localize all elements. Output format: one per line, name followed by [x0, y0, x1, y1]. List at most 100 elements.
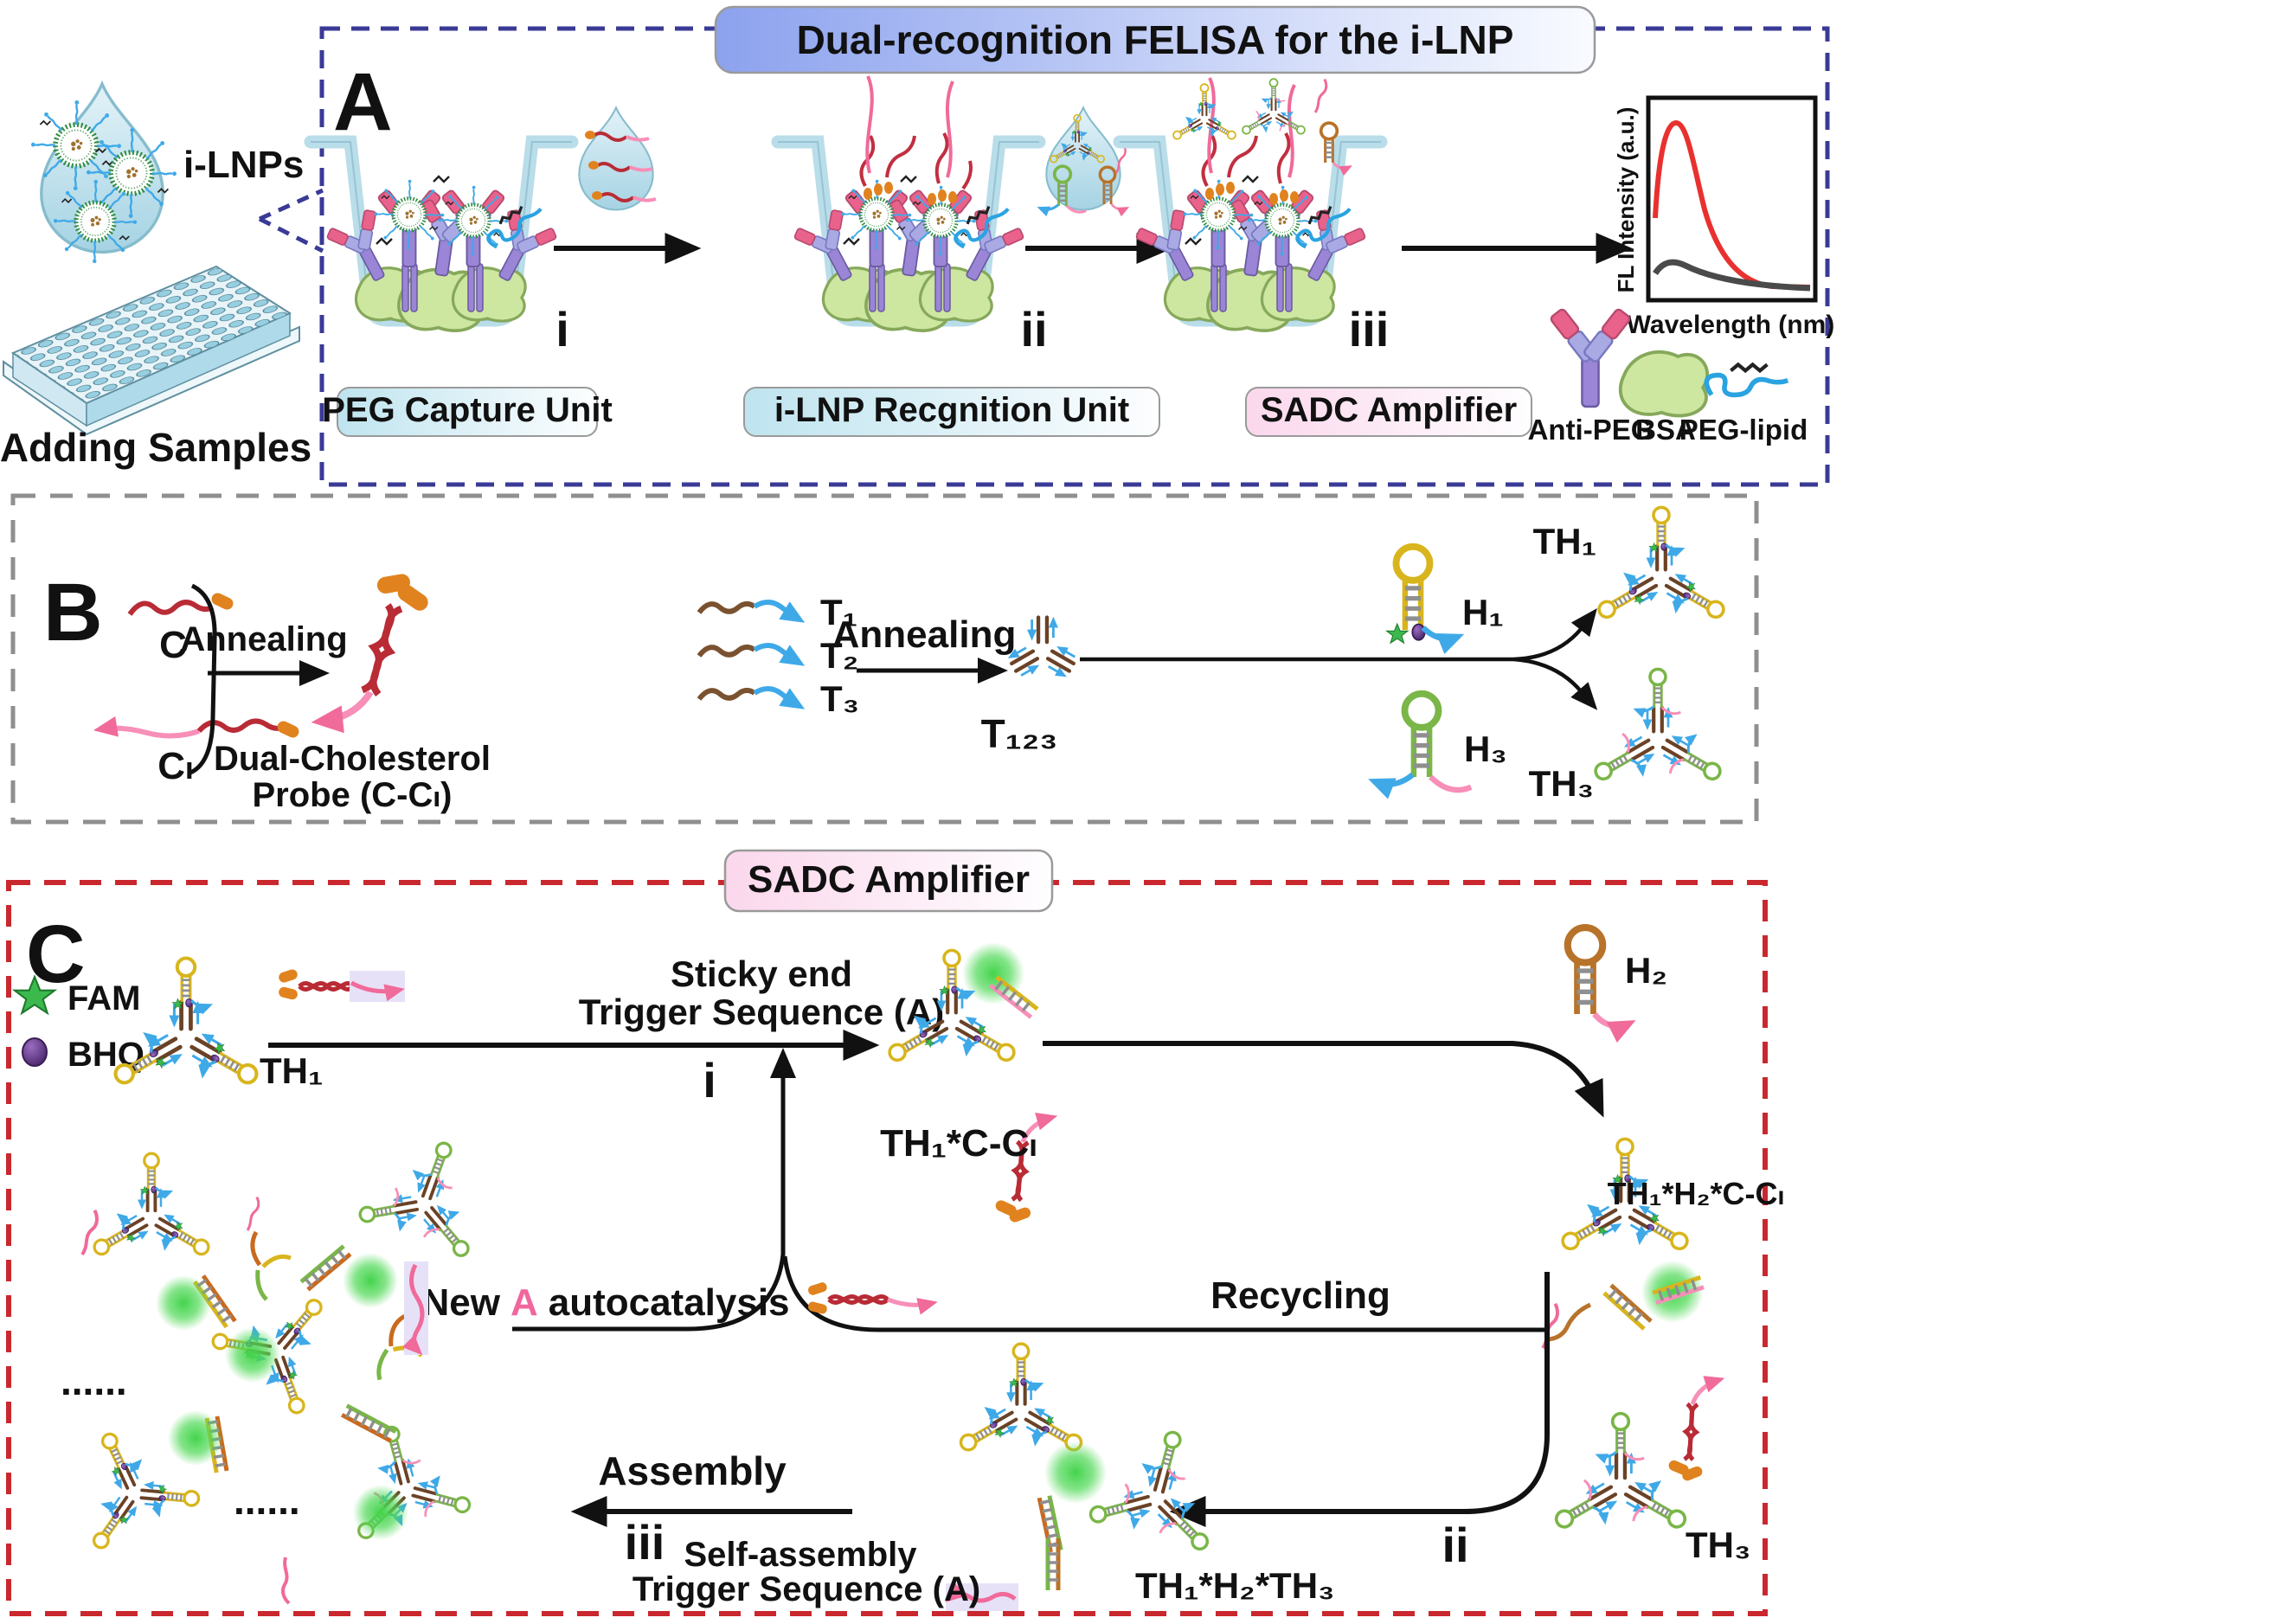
annealing-right-label: Annealing — [832, 613, 1017, 656]
strand-c — [127, 593, 234, 616]
strand-c-label: C — [159, 624, 187, 666]
panel-c: SADC Amplifier C FAM BHQ TH₁ Sticky end … — [6, 849, 1785, 1616]
panel-a-title-box — [714, 5, 1596, 74]
recycling-label: Recycling — [1210, 1274, 1390, 1317]
bsa-icon — [1618, 350, 1710, 418]
step-i-label: i — [555, 302, 569, 356]
arrow-step-ii-c — [1169, 1272, 1550, 1527]
th3-label: TH₃ — [1529, 763, 1594, 804]
assembly-label: Assembly — [598, 1448, 787, 1493]
h3-hairpin — [1374, 694, 1471, 790]
autocatalysis-feedback-arrow — [512, 1047, 796, 1332]
ilnps-label: i-LNPs — [183, 144, 304, 186]
th3-structure-c — [1545, 1414, 1695, 1544]
anti-peg-icon — [1548, 306, 1633, 408]
strand-cl-label: Cₗ — [157, 745, 193, 787]
probe-droplet — [578, 106, 657, 211]
fam-label: FAM — [67, 979, 140, 1017]
legend-peg-lipid: PEG-lipid — [1679, 414, 1808, 446]
h1-hairpin — [1387, 547, 1458, 643]
unit-capture-box — [337, 387, 598, 437]
panel-b-border — [10, 493, 1759, 825]
legend-anti-peg: Anti-PEG — [1528, 414, 1653, 446]
plate-caption: Adding Samples — [0, 425, 311, 470]
branch-to-th1 — [1513, 608, 1597, 662]
t-strands — [697, 600, 806, 709]
arrow-to-h2-step — [1043, 1041, 1604, 1118]
panel-a-title: Dual-recognition FELISA for the i-LNP — [797, 17, 1514, 62]
strand-cl — [93, 716, 299, 739]
sadc-droplet — [1040, 106, 1127, 212]
th1-h2-ccl-label: TH₁*H₂*C-Cₗ — [1608, 1176, 1785, 1211]
unit-capture-label: PEG Capture Unit — [322, 391, 613, 429]
panel-b-label: B — [43, 567, 103, 658]
th1-ccl-label: TH₁*C-Cₗ — [880, 1122, 1037, 1165]
network-trigger-highlight — [404, 1261, 428, 1355]
sticky-trigger-line2: Trigger Sequence (A) — [579, 992, 944, 1032]
well-peg-capture — [311, 142, 572, 331]
released-ccl-icon — [807, 1282, 938, 1315]
h2-hairpin — [1568, 928, 1630, 1026]
step-i-label-c: i — [703, 1053, 716, 1107]
trigger-junction-piece — [246, 1196, 292, 1301]
panel-a: Dual-recognition FELISA for the i-LNP A … — [311, 5, 1835, 487]
sticky-trigger-line1: Sticky end — [671, 953, 852, 994]
th3-structure — [1585, 669, 1730, 794]
t123-label: T₁₂₃ — [981, 711, 1058, 756]
self-trigger-line1: Self-assembly — [684, 1536, 917, 1574]
unit-amplifier-label: SADC Amplifier — [1261, 391, 1517, 429]
th1-ccl-complex — [880, 942, 1052, 1226]
microwell-plate — [3, 265, 300, 436]
unit-recognition-label: i-LNP Recgnition Unit — [774, 391, 1129, 429]
background-curve — [1653, 259, 1811, 292]
th1-h2-ccl-complex — [1543, 1139, 1720, 1484]
step-iii-label: iii — [1349, 302, 1390, 356]
th1-label: TH₁ — [1533, 521, 1596, 562]
unit-recognition-box — [743, 387, 1160, 437]
signal-curve — [1653, 119, 1811, 290]
fluorescence-graph: FL Intensity (a.u.) Wavelength (nm) — [1613, 95, 1835, 339]
probe-label-line2: Probe (C-Cₗ) — [253, 776, 453, 814]
branch-to-th3 — [1513, 657, 1598, 710]
assembled-network: ...... ...... — [48, 1120, 509, 1604]
h1-label: H₁ — [1462, 592, 1504, 632]
annealing-left-label: Annealing — [180, 620, 347, 658]
h3-label: H₃ — [1464, 729, 1507, 769]
panel-c-title-box — [723, 849, 1054, 913]
sample-intro: i-LNPs Adding Samples — [0, 82, 324, 470]
th1-h2-th3-complex — [945, 1344, 1242, 1611]
bhq-icon — [22, 1037, 48, 1067]
graph-ylabel: FL Intensity (a.u.) — [1613, 107, 1639, 293]
t2-label: T₂ — [820, 635, 858, 676]
ellipsis-bottom: ...... — [234, 1478, 300, 1523]
th3-label-c: TH₃ — [1686, 1525, 1750, 1565]
recycling-line — [782, 1255, 1547, 1332]
panel-b: B C Cₗ Annealing Dual-Cholesterol Probe … — [10, 493, 1759, 825]
step-ii-label: ii — [1020, 302, 1047, 356]
t1-label: T₁ — [820, 592, 857, 632]
probe-label-line1: Dual-Cholesterol — [214, 740, 491, 778]
well-sadc-amplifier — [1120, 77, 1381, 331]
th1-structure — [1589, 507, 1728, 631]
ellipsis-left: ...... — [61, 1358, 127, 1403]
panel-a-legend: Anti-PEG BSA PEG-lipid — [1528, 306, 1808, 446]
th1-h2-th3-label: TH₁*H₂*TH₃ — [1135, 1565, 1334, 1606]
th1-label-c: TH₁ — [260, 1050, 323, 1091]
unit-amplifier-box — [1245, 387, 1532, 437]
t123-junction — [1009, 618, 1077, 677]
well-ilnp-recognition — [778, 75, 1039, 331]
peg-lipid-icon — [1706, 364, 1788, 395]
sample-to-panel-connector — [258, 188, 324, 254]
step-iii-label-c: iii — [625, 1515, 665, 1569]
panel-c-title: SADC Amplifier — [748, 858, 1030, 901]
self-trigger-line2: Trigger Sequence (A) — [633, 1570, 980, 1608]
legend-bsa: BSA — [1635, 414, 1696, 446]
step-ii-label-c: ii — [1442, 1518, 1468, 1572]
graph-xlabel: Wavelength (nm) — [1627, 311, 1835, 339]
panel-a-label: A — [333, 56, 393, 148]
t3-label: T₃ — [820, 678, 859, 719]
trigger-sequence-icon — [279, 969, 405, 1002]
sample-droplet — [31, 82, 177, 263]
